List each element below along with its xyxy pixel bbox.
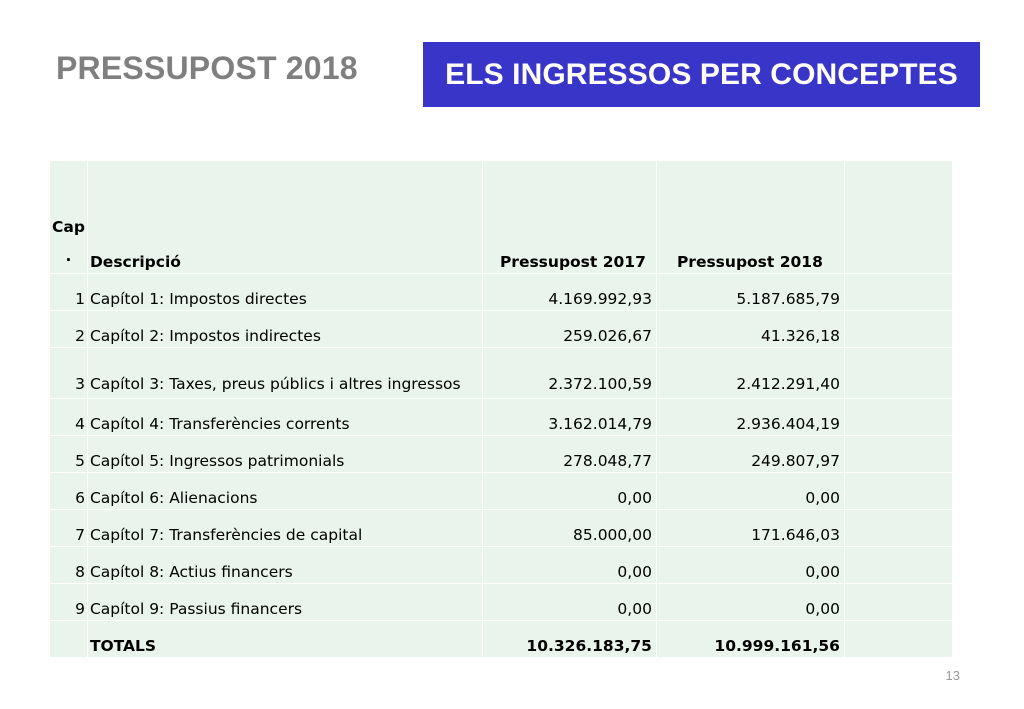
chapter-number: 4 [50,399,87,435]
budget-2018-value: 2.412.291,40 [656,348,844,398]
chapter-number: 5 [50,436,87,472]
empty-cell [844,584,952,620]
header-cap: Cap. [50,161,87,273]
chapter-description: Capítol 2: Impostos indirectes [87,311,482,347]
budget-2018-value: 249.807,97 [656,436,844,472]
empty-cell [844,547,952,583]
budget-2018-value: 5.187.685,79 [656,274,844,310]
chapter-number: 8 [50,547,87,583]
chapter-number: 6 [50,473,87,509]
empty-cell [844,348,952,398]
totals-empty-cell [844,621,952,657]
totals-budget-2018: 10.999.161,56 [656,621,844,657]
budget-2017-value: 0,00 [482,547,656,583]
page-number: 13 [945,668,960,683]
table-row: 7 Capítol 7: Transferències de capital 85.… [50,510,952,546]
budget-2018-value: 171.646,03 [656,510,844,546]
empty-cell [844,311,952,347]
header-budget-2018: Pressupost 2018 [656,161,844,273]
budget-2017-value: 259.026,67 [482,311,656,347]
chapter-description: Capítol 4: Transferències corrents [87,399,482,435]
table-row: 8 Capítol 8: Actius financers 0,00 0,00 [50,547,952,583]
budget-2017-value: 2.372.100,59 [482,348,656,398]
chapter-number: 2 [50,311,87,347]
header-description: Descripció [87,161,482,273]
chapter-description: Capítol 3: Taxes, preus públics i altres… [87,348,482,398]
chapter-number: 9 [50,584,87,620]
empty-cell [844,510,952,546]
empty-cell [844,399,952,435]
table-row: 5 Capítol 5: Ingressos patrimonials 278.04… [50,436,952,472]
budget-2017-value: 4.169.992,93 [482,274,656,310]
chapter-number: 7 [50,510,87,546]
chapter-description: Capítol 9: Passius financers [87,584,482,620]
chapter-description: Capítol 5: Ingressos patrimonials [87,436,482,472]
budget-2018-value: 0,00 [656,547,844,583]
budget-2017-value: 3.162.014,79 [482,399,656,435]
totals-budget-2017: 10.326.183,75 [482,621,656,657]
chapter-description: Capítol 7: Transferències de capital [87,510,482,546]
budget-2018-value: 0,00 [656,584,844,620]
budget-2017-value: 278.048,77 [482,436,656,472]
budget-2018-value: 41.326,18 [656,311,844,347]
totals-empty-cap [50,621,87,657]
chapter-number: 3 [50,348,87,398]
budget-2017-value: 85.000,00 [482,510,656,546]
table-header-row: Cap. Descripció Pressupost 2017 Pressupo… [50,161,952,273]
table-row: 2 Capítol 2: Impostos indirectes 259.026,6… [50,311,952,347]
chapter-description: Capítol 6: Alienacions [87,473,482,509]
empty-cell [844,436,952,472]
budget-2018-value: 2.936.404,19 [656,399,844,435]
header-budget-2017: Pressupost 2017 [482,161,656,273]
budget-2017-value: 0,00 [482,473,656,509]
chapter-number: 1 [50,274,87,310]
income-budget-table: Cap. Descripció Pressupost 2017 Pressupo… [49,160,953,658]
table-row: 1 Capítol 1: Impostos directes 4.169.992,9… [50,274,952,310]
budget-2018-value: 0,00 [656,473,844,509]
table-row: 6 Capítol 6: Alienacions 0,00 0,00 [50,473,952,509]
totals-row: TOTALS 10.326.183,75 10.999.161,56 [50,621,952,657]
page-title: PRESSUPOST 2018 [56,50,358,86]
table-row: 3 Capítol 3: Taxes, preus públics i altre… [50,348,952,398]
section-title: ELS INGRESSOS PER CONCEPTES [445,57,958,91]
empty-cell [844,274,952,310]
section-title-banner: ELS INGRESSOS PER CONCEPTES [423,42,980,107]
chapter-description: Capítol 8: Actius financers [87,547,482,583]
header-empty-cell [844,161,952,273]
empty-cell [844,473,952,509]
totals-label: TOTALS [87,621,482,657]
budget-2017-value: 0,00 [482,584,656,620]
table-row: 4 Capítol 4: Transferències corrents 3.162… [50,399,952,435]
table-row: 9 Capítol 9: Passius financers 0,00 0,00 [50,584,952,620]
header-cap-label: Cap. [52,218,85,265]
chapter-description: Capítol 1: Impostos directes [87,274,482,310]
